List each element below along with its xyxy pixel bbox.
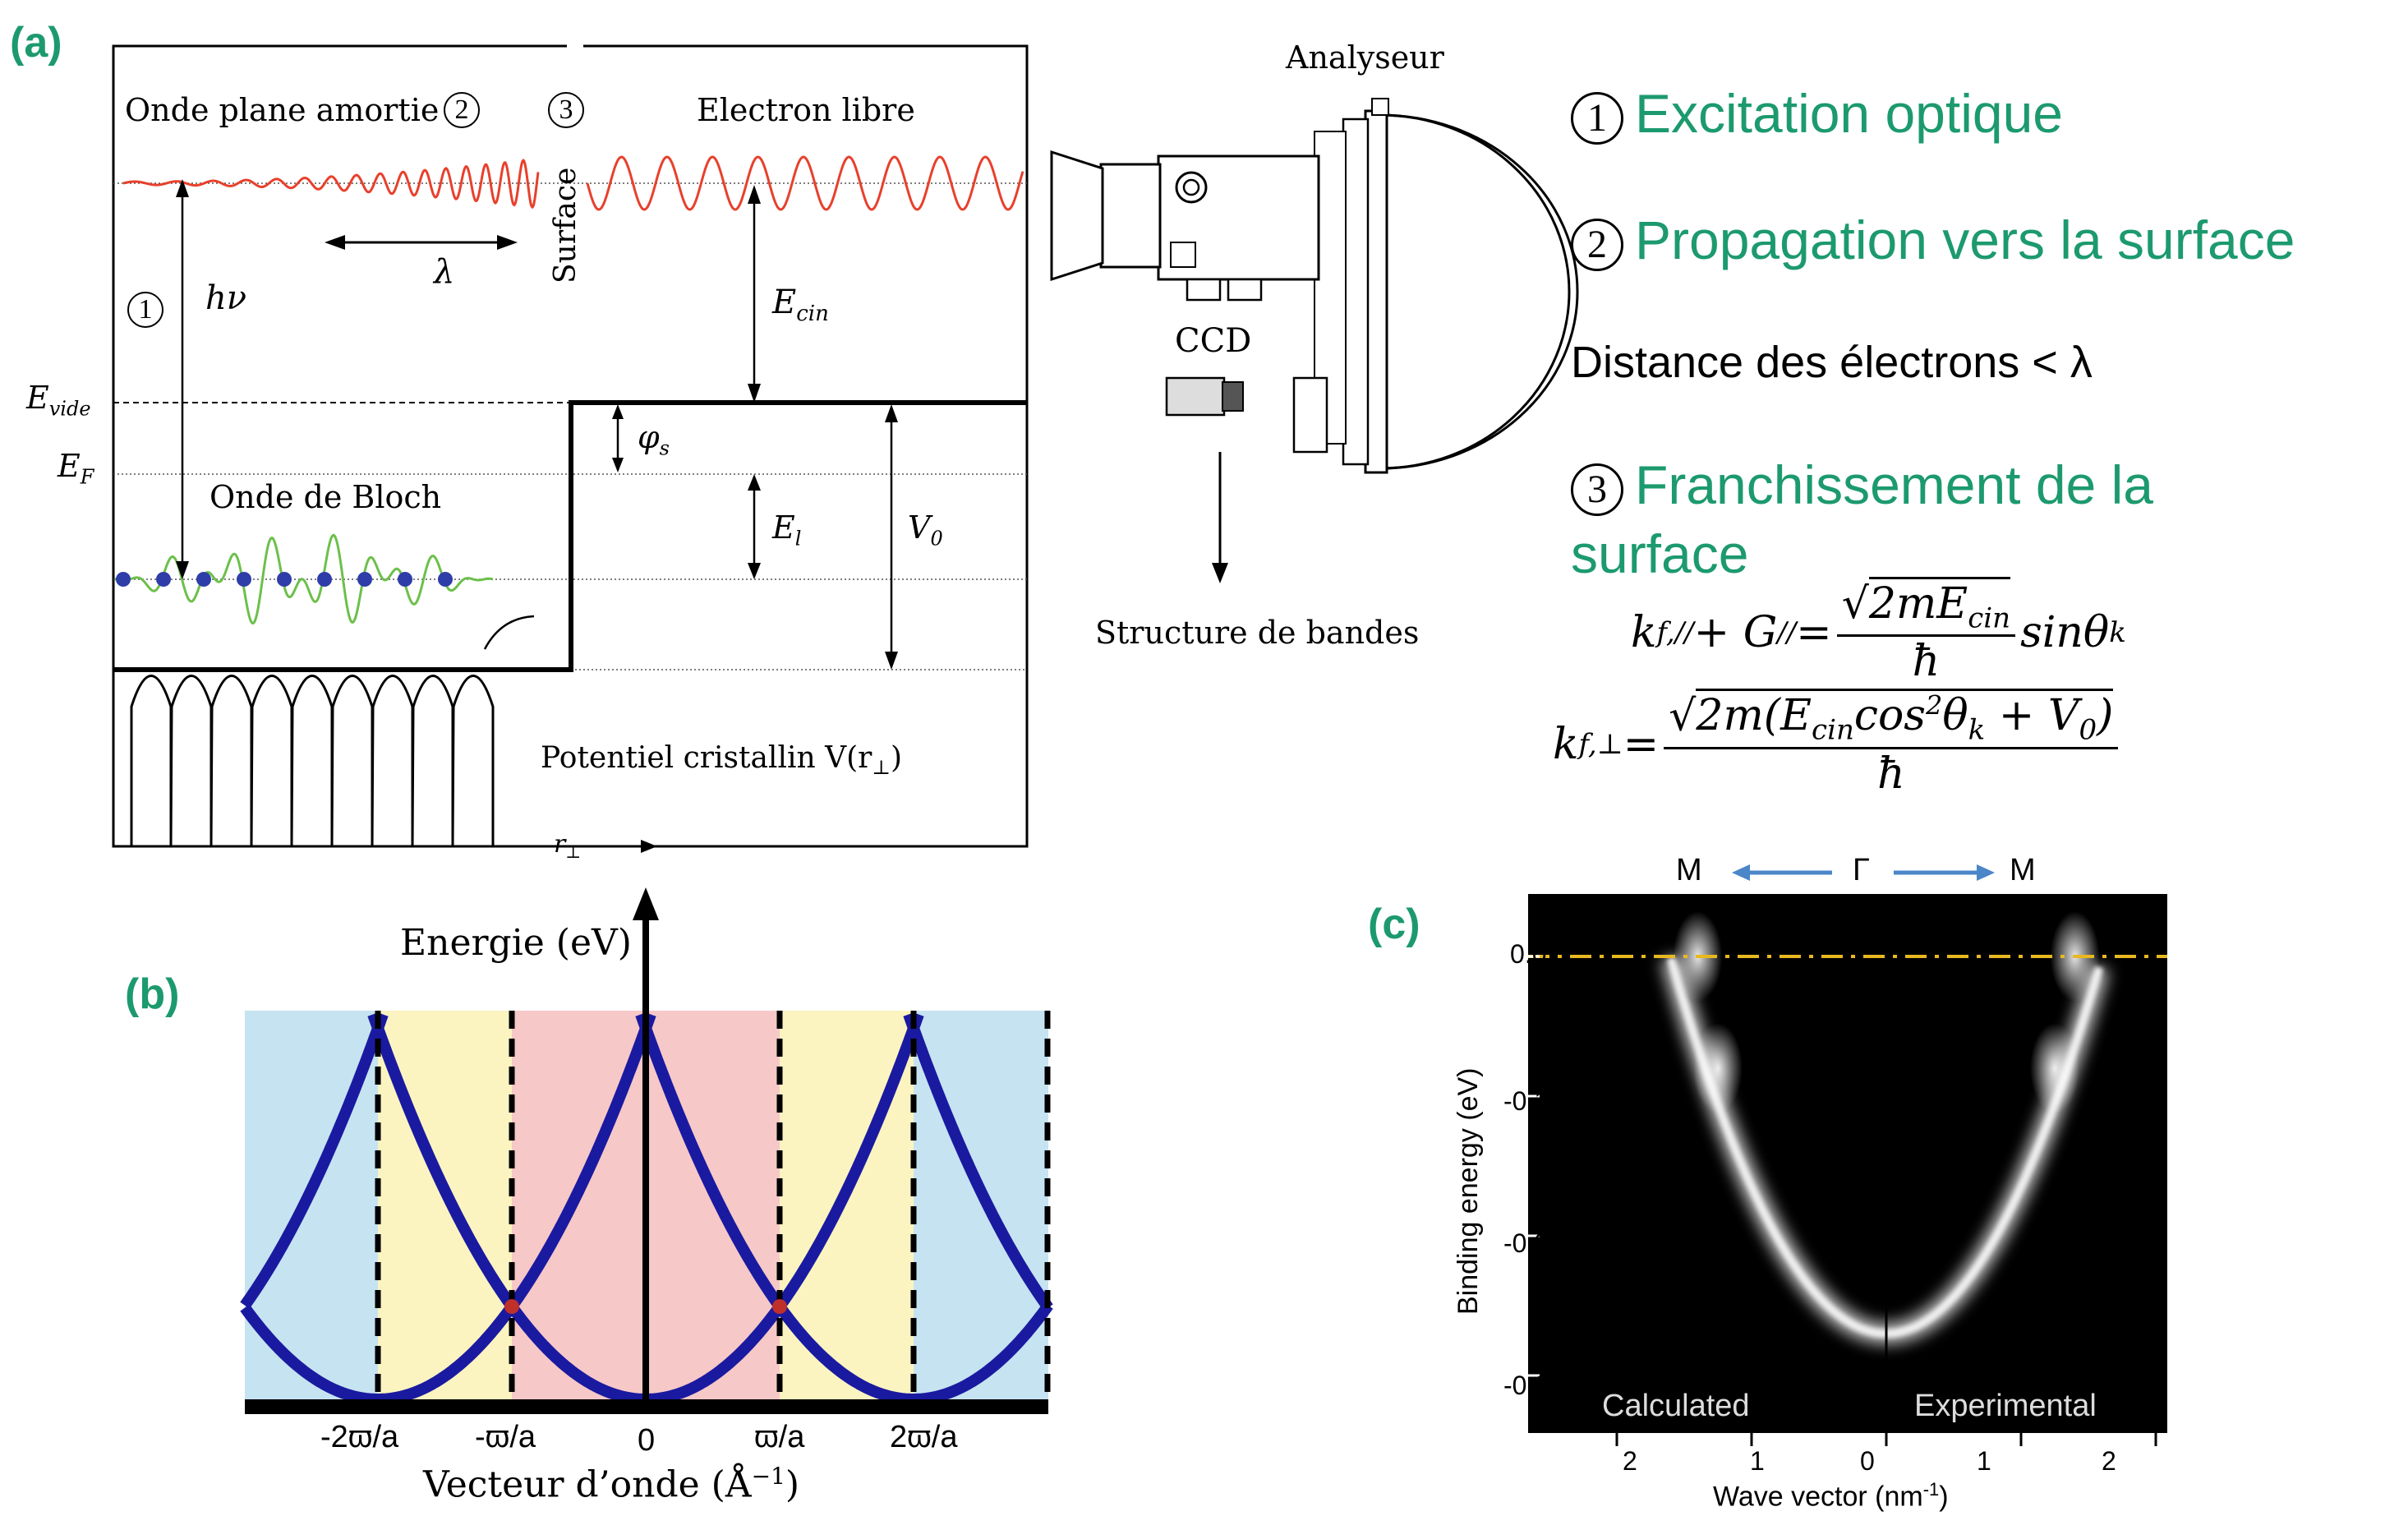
analyser-drawing (1050, 98, 1579, 571)
frame-top-left (112, 44, 1029, 848)
surface-label: Surface (549, 167, 582, 283)
arpes-plot (1528, 894, 2167, 1446)
evide-label: Evide (26, 380, 91, 421)
v0-label: V0 (908, 509, 943, 551)
hnu-arrowhead-bottom (176, 561, 189, 579)
panel-a-letter: (a) (10, 19, 62, 67)
step2-text: 2 Propagation vers la surface (1571, 209, 2295, 271)
atom-dot (237, 572, 251, 587)
onde-bloch-label: Onde de Bloch (209, 479, 442, 515)
step1-text: 1 Excitation optique (1571, 82, 2063, 145)
m-label-left: M (1676, 853, 1702, 887)
step2-marker: 2 (444, 92, 480, 128)
ccd-label: CCD (1175, 322, 1252, 360)
x-tick-label: 1 (1977, 1446, 1991, 1476)
band-crossing (504, 1299, 519, 1315)
crystal-potential (130, 675, 495, 847)
tick-label: 2ϖ/a (890, 1420, 958, 1454)
energy-axis-label: Energie (eV) (400, 922, 632, 964)
y-tick-label: 0.0 (1510, 939, 1547, 969)
x-tick-label: 1 (1750, 1446, 1765, 1476)
hnu-label: hν (205, 279, 247, 317)
equation-k-perp: k f,⊥ = √2m(Ecincos2θk + V0) ħ (1553, 689, 2123, 799)
phi-label: φs (638, 419, 670, 460)
el-label: El (772, 509, 802, 551)
energy-axis-arrowhead (633, 887, 659, 920)
onde-plane-label: Onde plane amortie (125, 92, 440, 128)
band-structure-plot (240, 887, 1053, 1414)
hnu-arrowhead-top (176, 179, 189, 197)
band-dispersion (1666, 956, 2103, 1339)
direction-arrows (1732, 864, 1995, 881)
equation-k-parallel: k f,// + G// = √2mEcin ħ sinθ k (1631, 577, 2126, 686)
calculated-label: Calculated (1602, 1389, 1750, 1423)
panel-c-letter: (c) (1368, 901, 1420, 948)
band-curve (240, 1012, 656, 1405)
x-tick-label: 2 (2102, 1446, 2116, 1476)
atom-dot (438, 572, 453, 587)
distance-text: Distance des électrons < λ (1571, 338, 2093, 387)
step3-text-cont: surface (1571, 523, 1749, 584)
band-curve (903, 1012, 1053, 1311)
ef-label: EF (58, 448, 94, 489)
step3-marker: 3 (548, 92, 584, 128)
damped-plane-wave (122, 159, 540, 210)
m-label-right: M (2010, 853, 2036, 887)
arpes-ylabel: Binding energy (eV) (1453, 1067, 1484, 1315)
experimental-label: Experimental (1914, 1389, 2097, 1423)
atom-dot (116, 572, 131, 587)
tick-label: -ϖ/a (475, 1420, 536, 1454)
wavevector-axis-label: Vecteur d’onde (Å−1) (423, 1463, 800, 1506)
tick-label: 0 (638, 1423, 656, 1458)
band-crossing (772, 1299, 787, 1315)
atom-dot (156, 572, 171, 587)
y-tick-label: -0.1 (1503, 1086, 1549, 1116)
ccd-arrowhead (1212, 563, 1228, 583)
tick-label: ϖ/a (754, 1420, 805, 1454)
panel-a-diagram (112, 44, 1029, 853)
electron-libre-label: Electron libre (697, 92, 915, 128)
tick-label: -2ϖ/a (320, 1420, 399, 1454)
band-curve (635, 1012, 1053, 1405)
atom-dot (317, 572, 332, 587)
arpes-xlabel: Wave vector (nm-1) (1713, 1479, 1949, 1513)
intensity-spot (1693, 1023, 1743, 1113)
atom-dot (196, 572, 211, 587)
gamma-label: Γ (1853, 853, 1870, 887)
bloch-atoms (116, 572, 453, 587)
analyser-label: Analyseur (1286, 39, 1444, 76)
potential-tail (483, 615, 535, 650)
structure-label: Structure de bandes (1095, 615, 1420, 651)
free-electron-wave (586, 155, 1024, 211)
intensity-spot (2030, 1023, 2079, 1113)
potential-step (113, 400, 1027, 672)
x-tick-label: 2 (1623, 1446, 1637, 1476)
rperp-label: r⊥ (554, 830, 582, 862)
y-tick-label: -0.3 (1503, 1371, 1549, 1400)
atom-dot (277, 572, 292, 587)
step3-text: 3 Franchissement de la (1571, 454, 2153, 516)
y-tick-label: -0.2 (1503, 1228, 1549, 1258)
potentiel-label: Potentiel cristallin V(r⊥) (541, 741, 902, 780)
ecin-label: Ecin (772, 283, 829, 326)
atom-dot (357, 572, 372, 587)
x-tick-label: 0 (1860, 1446, 1875, 1476)
step1-marker: 1 (127, 292, 163, 328)
panel-b-letter: (b) (125, 970, 180, 1018)
atom-dot (398, 572, 412, 587)
band-curve (240, 1012, 389, 1309)
lambda-label: λ (434, 253, 455, 291)
